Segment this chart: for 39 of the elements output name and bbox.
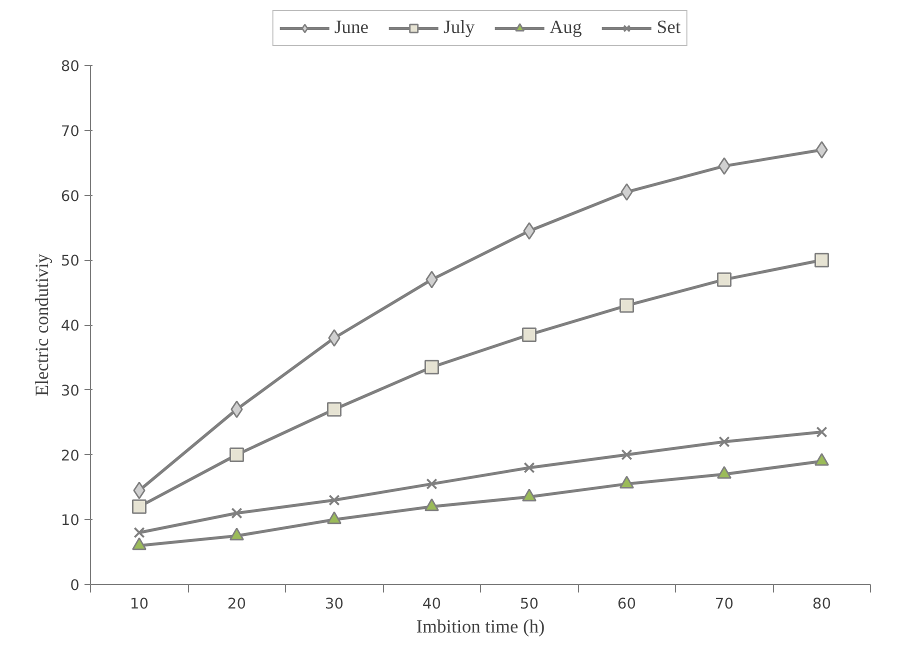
x-tick-label: 30 xyxy=(324,596,344,612)
x-tick-label: 40 xyxy=(422,596,442,612)
legend-label: June xyxy=(334,16,369,38)
y-tick-label: 0 xyxy=(70,577,80,594)
y-tick-label: 30 xyxy=(60,382,80,400)
y-tick-label: 20 xyxy=(60,447,80,464)
point xyxy=(424,360,439,374)
point xyxy=(717,272,732,287)
y-tick-label: 10 xyxy=(60,512,80,530)
x-tick-label: 80 xyxy=(812,596,832,612)
x-tick-label: 10 xyxy=(130,596,149,612)
point xyxy=(816,426,828,438)
x-tick-label: 20 xyxy=(227,596,246,612)
y-tick-label: 50 xyxy=(60,252,80,270)
point xyxy=(426,478,438,490)
point xyxy=(328,494,340,506)
y-tick-label: 70 xyxy=(60,122,80,140)
point xyxy=(718,436,730,448)
point xyxy=(524,462,535,474)
point xyxy=(230,448,244,462)
y-tick-label: 60 xyxy=(60,188,80,205)
legend-label: July xyxy=(444,16,475,38)
point xyxy=(621,449,632,460)
x-tick-label: 70 xyxy=(714,596,734,612)
point xyxy=(132,499,146,514)
y-axis-title: Electric condutiviy xyxy=(32,253,53,396)
x-tick-label: 50 xyxy=(520,596,539,612)
point xyxy=(327,402,342,417)
x-tick-label: 60 xyxy=(617,596,636,612)
y-tick-label: 40 xyxy=(60,318,80,334)
x-axis-title: Imbition time (h) xyxy=(416,616,545,638)
legend-label: Aug xyxy=(550,16,582,38)
legend-label: Set xyxy=(656,16,681,38)
point xyxy=(134,527,145,538)
y-tick-label: 80 xyxy=(60,58,80,75)
point xyxy=(620,298,634,313)
point xyxy=(231,508,242,519)
point xyxy=(522,327,536,342)
point xyxy=(814,252,829,268)
